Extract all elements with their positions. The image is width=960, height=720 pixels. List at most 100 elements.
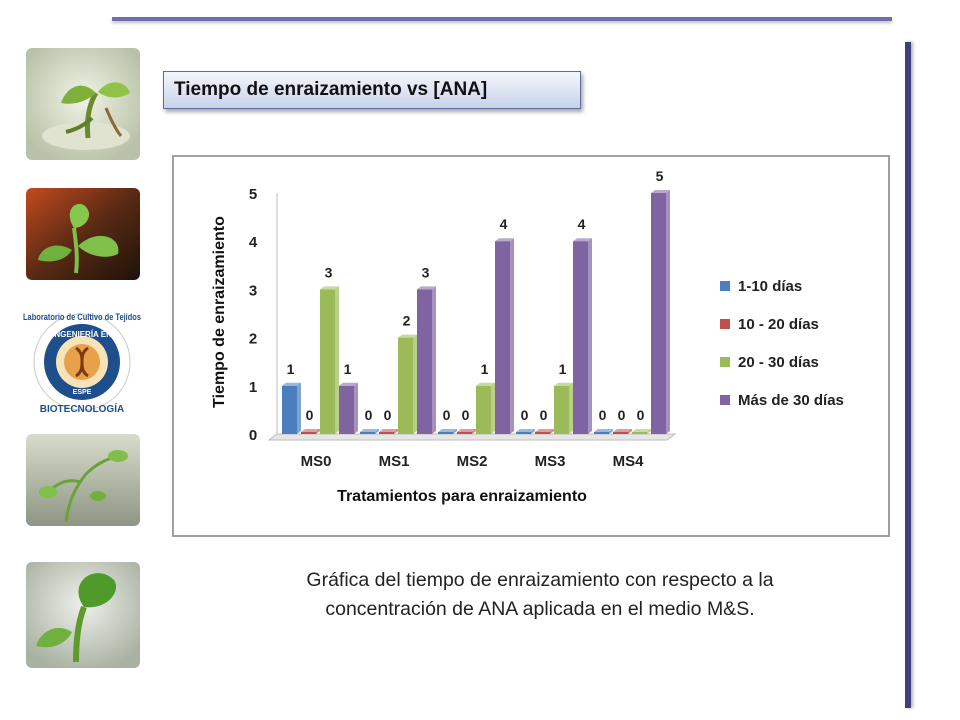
bar-top: [339, 382, 358, 386]
legend-swatch: [720, 319, 730, 329]
plant-photo-3: [26, 434, 140, 526]
bar-side: [609, 429, 613, 434]
data-label: 1: [559, 361, 567, 377]
x-tick-label: MS2: [457, 453, 488, 470]
bar-side: [569, 382, 573, 434]
bar-top: [594, 429, 613, 432]
bar-top: [535, 429, 554, 432]
bar-side: [453, 429, 457, 434]
bar-side: [354, 382, 358, 434]
bar-side: [647, 429, 651, 434]
bar-side: [550, 429, 554, 434]
plant-photo-4: [26, 562, 140, 668]
biotech-lab-logo: INGENIERÍA EN ESPE Laboratorio de Cultiv…: [20, 300, 144, 420]
bar-side: [588, 238, 592, 434]
bar-top: [301, 429, 320, 432]
bar-top: [457, 429, 476, 432]
bar-side: [472, 429, 476, 434]
data-label: 5: [656, 168, 664, 184]
caption-line-2: concentración de ANA aplicada en el medi…: [325, 598, 755, 620]
bar-top: [495, 238, 514, 242]
plant-photo-2: [26, 188, 140, 280]
x-tick-label: MS1: [379, 453, 410, 470]
bar: [476, 385, 491, 434]
bar-top: [282, 382, 301, 386]
data-label: 0: [443, 407, 451, 423]
bar: [516, 432, 531, 434]
bar: [613, 432, 628, 434]
bar-top: [651, 190, 670, 193]
data-label: 1: [481, 361, 489, 377]
top-rule: [112, 17, 892, 21]
legend-swatch: [720, 395, 730, 405]
data-label: 0: [540, 407, 548, 423]
caption-line-1: Gráfica del tiempo de enraizamiento con …: [306, 569, 774, 591]
y-tick-label: 1: [249, 379, 257, 396]
bar-side: [297, 382, 301, 434]
logo-inner-bottom: BIOTECNOLOGÍA: [40, 402, 124, 415]
bar: [339, 385, 354, 434]
bar: [301, 432, 316, 434]
bar-top: [438, 429, 457, 432]
bar-side: [491, 382, 495, 434]
data-label: 0: [306, 407, 314, 423]
data-label: 1: [287, 361, 295, 377]
bar: [282, 385, 297, 434]
bar-top: [379, 429, 398, 432]
bar-side: [413, 334, 417, 434]
legend-label: 10 - 20 días: [738, 316, 819, 333]
y-tick-label: 3: [249, 282, 257, 299]
bar-side: [375, 429, 379, 434]
bar: [573, 241, 588, 434]
bar-side: [394, 429, 398, 434]
bar-side: [628, 429, 632, 434]
logo-inner-top: INGENIERÍA EN: [52, 330, 112, 339]
bar-top: [613, 429, 632, 432]
bar: [495, 241, 510, 434]
bar: [438, 432, 453, 434]
bar: [594, 432, 609, 434]
bar: [379, 432, 394, 434]
chart-caption: Gráfica del tiempo de enraizamiento con …: [200, 566, 880, 624]
data-label: 0: [365, 407, 373, 423]
y-tick-label: 0: [249, 427, 257, 444]
bar: [320, 289, 335, 434]
legend-swatch: [720, 357, 730, 367]
x-axis-title: Tratamientos para enraizamiento: [337, 488, 587, 505]
bar-top: [632, 429, 651, 432]
bar-side: [432, 286, 436, 434]
bar-side: [531, 429, 535, 434]
data-label: 4: [578, 216, 586, 232]
bar-top: [417, 286, 436, 290]
bar: [457, 432, 472, 434]
bar-side: [335, 286, 339, 434]
data-label: 4: [500, 216, 508, 232]
x-tick-label: MS4: [613, 453, 645, 470]
legend-label: Más de 30 días: [738, 392, 844, 409]
plant-photo-1: [26, 48, 140, 160]
y-tick-label: 4: [249, 234, 258, 251]
data-label: 0: [521, 407, 529, 423]
slide-title: Tiempo de enraizamiento vs [ANA]: [174, 79, 488, 100]
bar: [360, 432, 375, 434]
legend-label: 20 - 30 días: [738, 354, 819, 371]
y-axis-title: Tiempo de enraizamiento: [211, 216, 228, 408]
legend-label: 1-10 días: [738, 278, 802, 295]
bar-top: [398, 334, 417, 338]
bar-top: [554, 382, 573, 386]
y-tick-label: 5: [249, 186, 257, 203]
data-label: 0: [599, 407, 607, 423]
bar-top: [476, 382, 495, 386]
data-label: 2: [403, 313, 411, 329]
side-rule: [905, 42, 911, 708]
legend-swatch: [720, 281, 730, 291]
bar-side: [510, 238, 514, 434]
data-label: 0: [462, 407, 470, 423]
data-label: 0: [618, 407, 626, 423]
bar-top: [516, 429, 535, 432]
bar-top: [320, 286, 339, 290]
logo-center: ESPE: [73, 389, 92, 396]
bar-side: [666, 190, 670, 434]
logo-ring-text: Laboratorio de Cultivo de Tejidos: [23, 312, 141, 322]
chart-floor: [267, 433, 677, 441]
